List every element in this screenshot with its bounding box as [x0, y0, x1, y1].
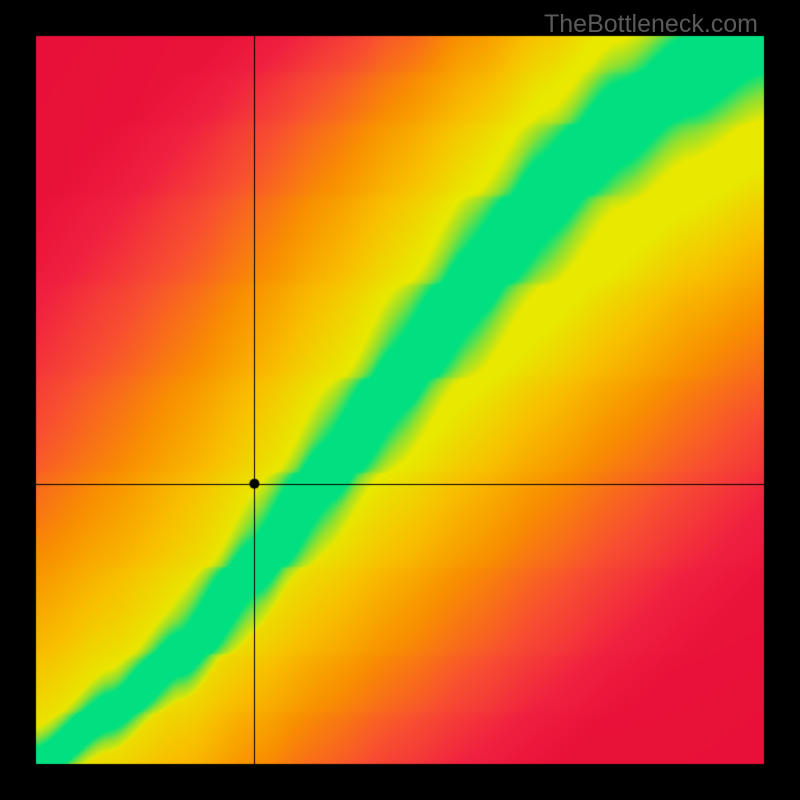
- bottleneck-heatmap: [0, 0, 800, 800]
- watermark-text: TheBottleneck.com: [544, 10, 758, 39]
- chart-container: TheBottleneck.com: [0, 0, 800, 800]
